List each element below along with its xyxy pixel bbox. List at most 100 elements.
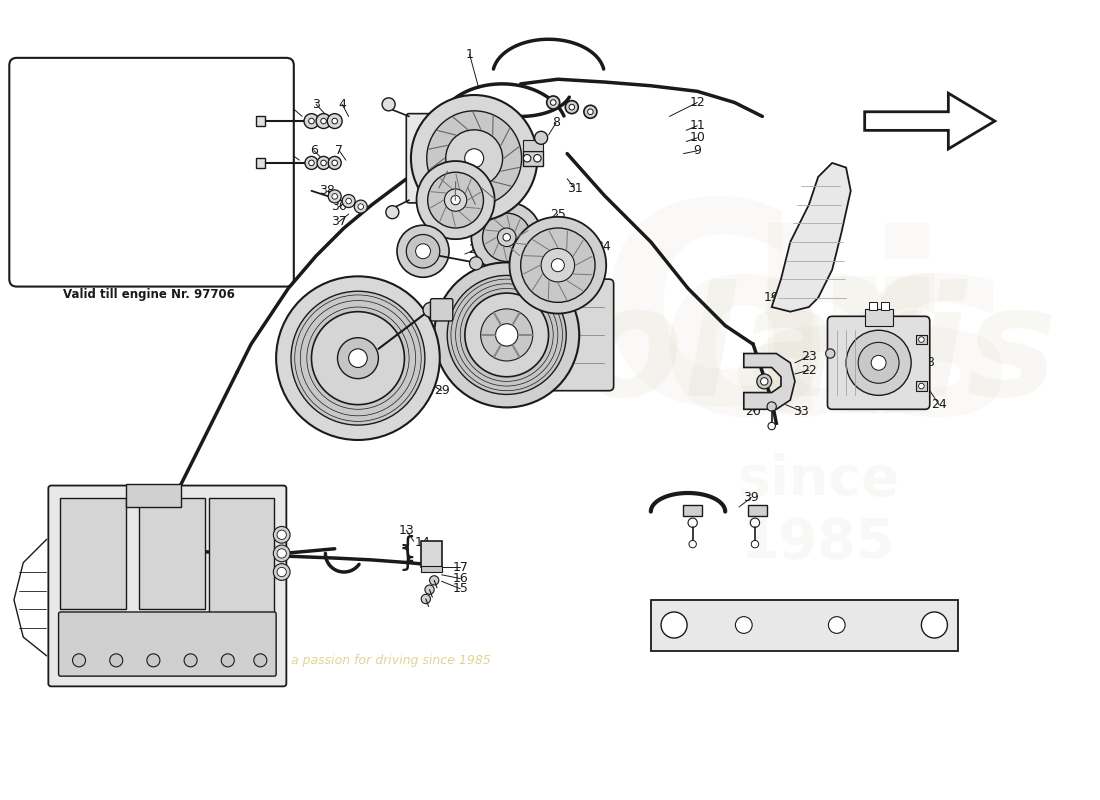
Text: 8: 8 [552,117,560,130]
Circle shape [497,228,516,246]
Circle shape [922,612,947,638]
Circle shape [305,157,318,170]
Circle shape [332,160,338,166]
Circle shape [736,617,752,634]
Bar [167,118,175,126]
Circle shape [328,190,341,203]
Text: 17: 17 [452,561,469,574]
Circle shape [565,101,579,114]
Circle shape [212,144,219,152]
Text: 10: 10 [690,131,705,144]
Circle shape [192,170,207,184]
Bar [881,302,889,310]
Text: 12: 12 [690,96,705,109]
Text: 13: 13 [398,524,415,537]
Text: 15: 15 [452,582,469,595]
Text: 9: 9 [693,144,702,158]
FancyBboxPatch shape [406,114,463,203]
Text: 26: 26 [425,256,440,269]
Bar [60,498,125,609]
Bar [209,498,274,646]
Circle shape [416,244,430,258]
Text: o: o [658,223,829,466]
Polygon shape [865,93,994,149]
Circle shape [750,518,760,527]
Text: Valid till engine Nr. 97706: Valid till engine Nr. 97706 [63,289,234,302]
Circle shape [858,342,899,383]
Bar [255,117,265,126]
Circle shape [316,114,331,129]
Circle shape [535,131,548,144]
Circle shape [48,121,57,130]
Circle shape [826,349,835,358]
Text: 7: 7 [336,144,343,158]
Circle shape [277,549,286,558]
Circle shape [483,213,531,262]
Text: 23: 23 [801,350,817,363]
Text: i: i [864,223,949,466]
Circle shape [170,147,230,206]
Text: 1: 1 [465,48,473,61]
Bar [140,498,205,609]
Text: 35: 35 [481,166,496,178]
FancyBboxPatch shape [111,135,232,218]
Text: 27: 27 [469,243,484,256]
Text: 19: 19 [37,106,53,118]
Circle shape [768,422,776,430]
Text: 28: 28 [475,361,492,374]
Circle shape [509,217,606,314]
Circle shape [421,594,430,604]
Circle shape [472,202,542,273]
Text: 6: 6 [310,144,318,158]
Circle shape [332,194,338,199]
Circle shape [751,540,759,548]
Circle shape [309,118,315,124]
Circle shape [51,119,55,123]
Text: 4: 4 [338,98,346,111]
Circle shape [328,114,342,129]
Circle shape [273,526,290,543]
Circle shape [212,203,219,210]
Circle shape [427,111,521,206]
Circle shape [411,95,538,222]
Circle shape [311,312,405,405]
Text: 3: 3 [312,98,320,111]
Circle shape [584,106,597,118]
Text: 29: 29 [433,384,450,398]
Circle shape [846,330,911,395]
Bar [748,505,767,516]
Bar [421,542,441,567]
Text: 21: 21 [130,246,146,259]
Circle shape [386,206,399,218]
Text: {: { [398,534,416,562]
Text: 38: 38 [319,184,336,198]
Polygon shape [37,107,107,228]
Circle shape [425,585,435,594]
Circle shape [424,302,438,318]
Circle shape [332,118,338,124]
Circle shape [534,154,541,162]
Circle shape [221,654,234,667]
FancyBboxPatch shape [430,298,453,321]
Text: 19: 19 [763,291,780,304]
Circle shape [182,158,219,195]
Polygon shape [744,354,795,410]
Text: 30: 30 [337,407,352,421]
Circle shape [520,228,595,302]
Text: 2: 2 [284,98,293,111]
Bar [421,566,441,572]
FancyBboxPatch shape [58,612,276,676]
Circle shape [397,226,449,278]
Circle shape [444,189,466,211]
Circle shape [464,149,484,168]
Circle shape [470,257,483,270]
Circle shape [382,98,395,111]
Circle shape [496,324,518,346]
Text: r: r [812,223,936,466]
Circle shape [277,567,286,577]
Text: }: } [398,544,416,572]
Text: 24: 24 [932,398,947,411]
Text: 33: 33 [793,405,810,418]
FancyBboxPatch shape [827,316,930,410]
Circle shape [429,576,439,585]
